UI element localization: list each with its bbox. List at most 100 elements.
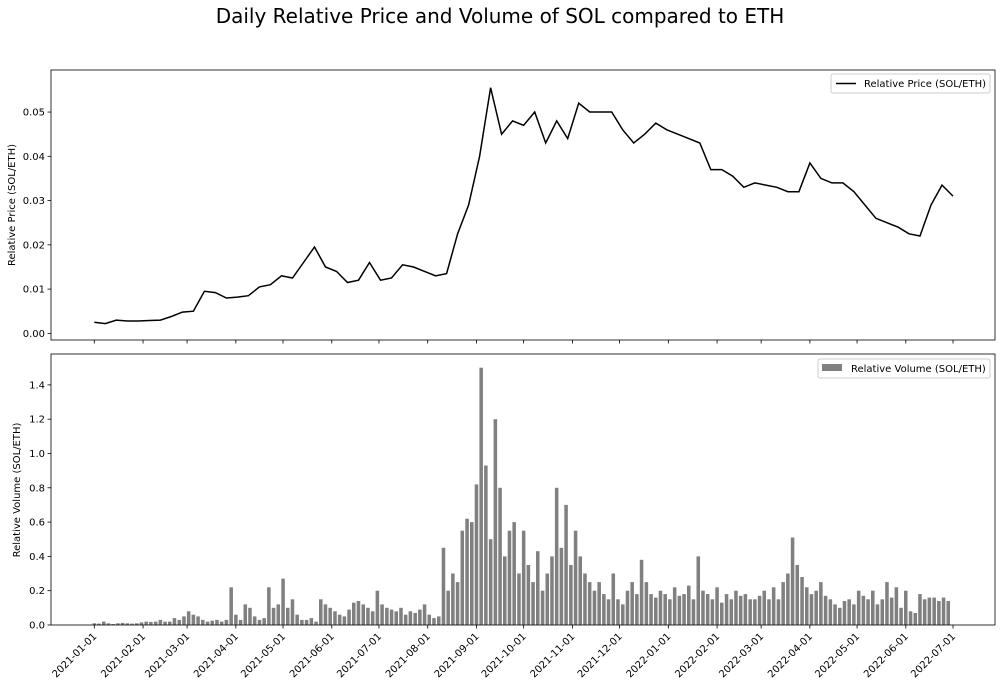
volume-bar: [889, 597, 894, 625]
volume-bar: [196, 616, 200, 625]
volume-bar: [394, 611, 399, 625]
volume-bar: [913, 613, 918, 625]
x-tick-label: 2021-04-01: [192, 631, 241, 680]
volume-bar: [602, 594, 606, 625]
x-tick-label: 2021-01-01: [51, 631, 100, 680]
volume-bar: [908, 611, 913, 625]
volume-bar: [545, 573, 550, 625]
volume-bar: [512, 522, 516, 625]
volume-bar: [616, 599, 620, 625]
volume-bar: [413, 613, 417, 625]
volume-bar: [257, 619, 262, 625]
volume-bar: [805, 587, 809, 625]
x-tick-label: 2021-02-01: [99, 631, 148, 680]
volume-bar: [437, 616, 441, 625]
volume-bar: [842, 601, 847, 625]
volume-bar: [871, 590, 875, 625]
price-y-tick-label: 0.00: [23, 329, 45, 340]
volume-bar: [738, 595, 743, 625]
volume-bar: [432, 618, 436, 625]
price-y-tick-label: 0.01: [23, 285, 45, 296]
volume-bar: [238, 619, 243, 625]
volume-y-tick-label: 0.0: [29, 621, 45, 632]
x-tick-label: 2022-03-01: [717, 631, 766, 680]
volume-legend: Relative Volume (SOL/ETH): [817, 358, 991, 379]
volume-bar: [106, 623, 111, 625]
volume-bar: [795, 565, 800, 625]
volume-bar: [753, 599, 757, 625]
volume-bar: [186, 611, 191, 625]
volume-legend-box: [817, 358, 991, 379]
price-x-ticks: [93, 340, 954, 344]
x-tick-label: 2021-11-01: [529, 631, 578, 680]
volume-bar: [385, 607, 389, 625]
volume-bar: [370, 611, 375, 625]
volume-bar: [517, 573, 521, 625]
x-tick-label: 2021-07-01: [335, 631, 384, 680]
volume-bar: [498, 487, 502, 625]
volume-bar: [177, 619, 182, 625]
volume-bar: [163, 621, 167, 625]
volume-bar: [687, 585, 691, 625]
volume-axes: 0.00.20.40.60.81.01.21.4 2021-01-01 2021-…: [12, 353, 996, 680]
volume-bar: [507, 530, 512, 625]
volume-bar: [229, 587, 233, 625]
volume-bar: [300, 619, 304, 625]
x-tick-label: 2021-10-01: [480, 631, 529, 680]
volume-bar: [366, 607, 370, 625]
volume-bar: [771, 587, 776, 625]
volume-bar: [800, 577, 804, 625]
volume-bar: [116, 623, 120, 625]
volume-bar: [611, 573, 616, 625]
price-axes: 0.00 0.01 0.02 0.03 0.04 0.05 Relative Price …: [7, 69, 996, 344]
volume-bar: [710, 599, 715, 625]
volume-bar: [521, 530, 526, 625]
volume-y-tick-label: 1.4: [29, 380, 45, 391]
volume-bar: [856, 590, 861, 625]
volume-bar: [262, 618, 266, 625]
x-tick-label: 2022-05-01: [813, 631, 862, 680]
volume-bar: [333, 611, 337, 625]
price-legend-box: [830, 73, 991, 94]
volume-bar: [554, 487, 559, 625]
volume-bar: [352, 602, 356, 625]
volume-bar: [323, 604, 328, 625]
volume-bar: [776, 599, 781, 625]
volume-bar: [672, 587, 677, 625]
volume-bar: [441, 547, 446, 625]
volume-bar: [682, 594, 686, 625]
volume-bar: [866, 599, 870, 625]
volume-bar: [252, 616, 257, 625]
volume-bar: [630, 582, 634, 625]
volume-bar: [649, 594, 653, 625]
volume-bar: [139, 622, 144, 625]
volume-bar: [389, 609, 394, 625]
volume-bar: [819, 582, 823, 625]
volume-bar: [460, 530, 465, 625]
volume-bar: [191, 614, 196, 625]
volume-bar: [224, 619, 229, 625]
volume-bar: [446, 590, 450, 625]
x-tick-label: 2021-05-01: [239, 631, 288, 680]
volume-bar: [621, 604, 625, 625]
x-tick-label: 2022-06-01: [862, 631, 911, 680]
price-plot-area: [51, 70, 995, 340]
volume-bar: [342, 616, 347, 625]
x-tick-label: 2021-12-01: [576, 631, 625, 680]
price-series-line: [94, 87, 954, 325]
x-tick-label: 2021-03-01: [143, 631, 192, 680]
volume-bar: [583, 573, 587, 625]
volume-bar: [234, 614, 238, 625]
x-tick-label: 2021-09-01: [433, 631, 482, 680]
volume-bar: [715, 587, 719, 625]
volume-bar: [484, 465, 488, 625]
volume-bar: [408, 611, 413, 625]
volume-y-tick-label: 0.6: [29, 518, 45, 529]
volume-bar: [696, 556, 701, 625]
volume-bar: [102, 621, 106, 625]
volume-bar: [762, 590, 767, 625]
volume-bar: [705, 594, 710, 625]
volume-bar: [927, 597, 932, 625]
volume-bar: [814, 590, 818, 625]
